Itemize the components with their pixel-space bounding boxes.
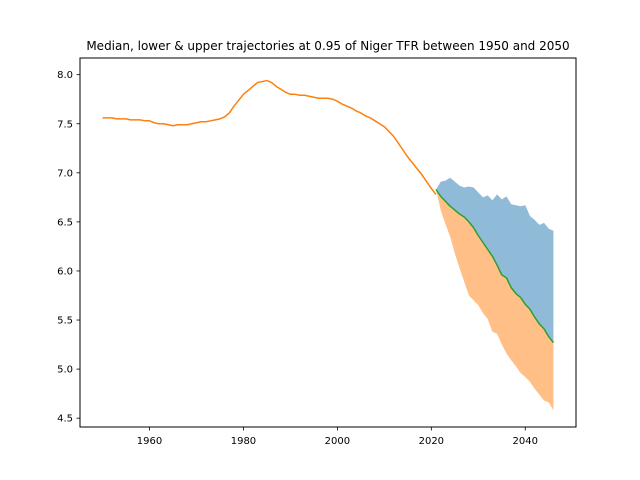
lower-band-area: [436, 189, 554, 411]
x-tick-label: 2000: [325, 436, 350, 447]
line-layer: [102, 79, 555, 344]
band-layer: [436, 177, 554, 411]
x-tick-label: 1960: [137, 436, 162, 447]
median-line: [435, 189, 555, 344]
x-tick-label: 2040: [513, 436, 538, 447]
x-axis: 1960 1980 2000 2020 2040: [137, 427, 538, 447]
plot-frame: [79, 57, 577, 428]
y-tick-label: 6.5: [57, 217, 73, 228]
x-tick-label: 1980: [231, 436, 256, 447]
y-tick-label: 8.0: [57, 70, 73, 81]
y-tick-label: 5.5: [57, 316, 73, 327]
historical-line: [102, 79, 437, 195]
y-tick-label: 6.0: [57, 266, 73, 277]
x-tick-label: 2020: [419, 436, 444, 447]
y-tick-label: 5.0: [57, 365, 73, 376]
y-tick-label: 4.5: [57, 414, 73, 425]
y-tick-label: 7.0: [57, 168, 73, 179]
y-axis: 4.5 5.0 5.5 6.0 6.5 7.0 7.5 8.0: [57, 70, 80, 425]
y-tick-label: 7.5: [57, 119, 73, 130]
chart-title: Median, lower & upper trajectories at 0.…: [86, 39, 569, 53]
